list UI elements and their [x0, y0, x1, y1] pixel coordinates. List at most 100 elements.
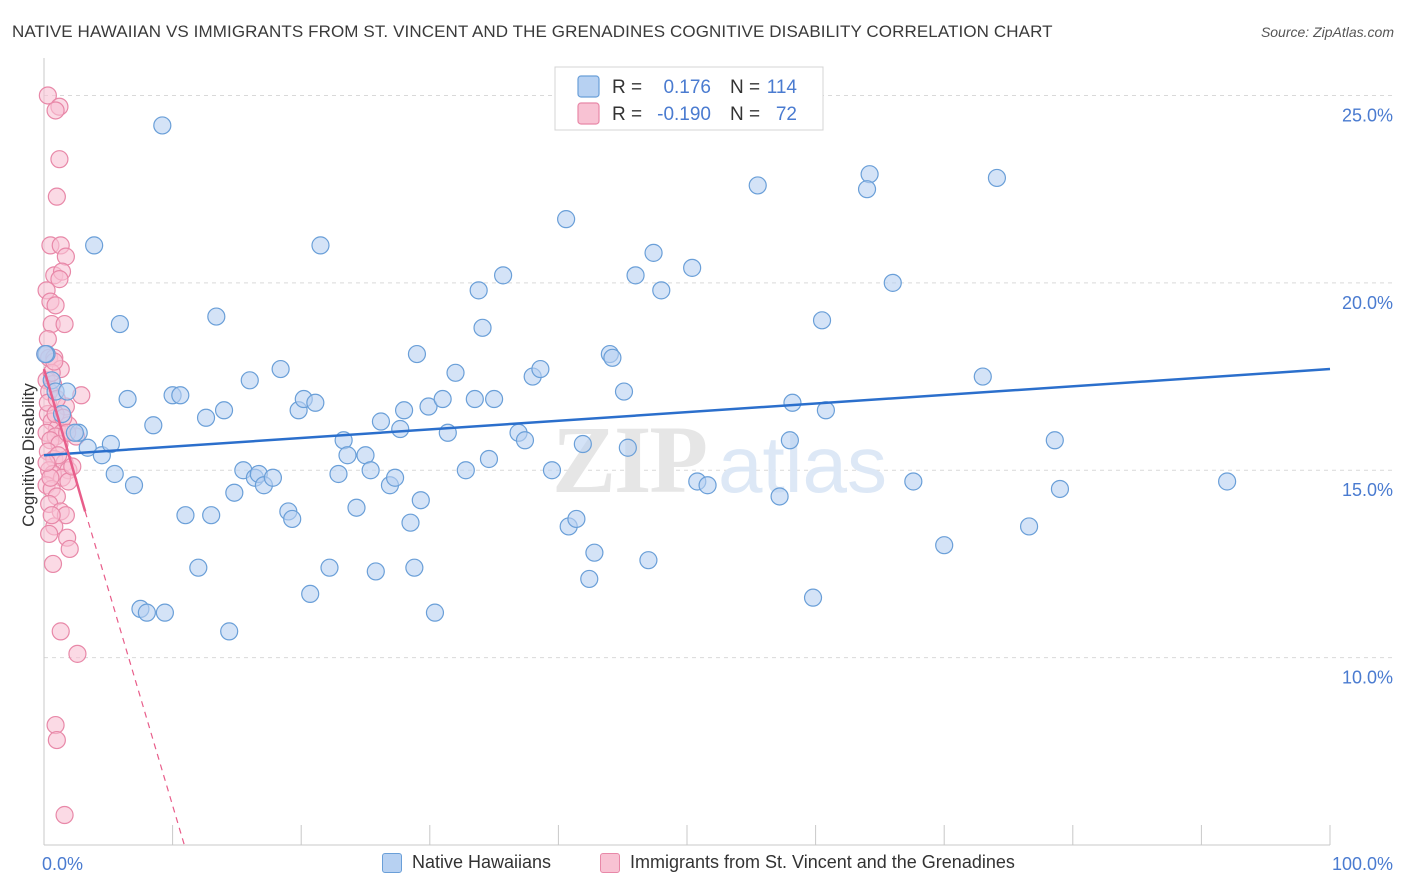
- watermark-zip: ZIP: [552, 406, 706, 513]
- native-hawaiians-point-105: [973, 367, 992, 386]
- native-hawaiians-point-109: [1050, 479, 1070, 499]
- native-hawaiians-point-18: [155, 603, 174, 622]
- native-hawaiians-point-4: [58, 382, 77, 401]
- native-hawaiians-point-20: [171, 386, 190, 405]
- stats-legend: R = 0.176 N = 114 R = -0.190 N = 72: [554, 66, 824, 131]
- immigrants-point-10: [50, 270, 69, 289]
- native-hawaiians-point-58: [411, 491, 430, 510]
- native-hawaiians-point-100: [860, 165, 879, 184]
- trend-lines: [42, 367, 1331, 849]
- watermark: ZIP atlas: [552, 406, 887, 513]
- stats-swatch-immigrants: [577, 102, 600, 125]
- trend-line-immigrants-extension: [84, 511, 187, 849]
- legend-item-immigrants[interactable]: Immigrants from St. Vincent and the Gren…: [600, 852, 1015, 873]
- native-hawaiians-point-98: [812, 311, 832, 330]
- native-hawaiians-point-50: [366, 562, 385, 581]
- native-hawaiians-point-37: [283, 509, 302, 529]
- y-tick-label-25: 25.0%: [1342, 105, 1393, 125]
- native-hawaiians-point-40: [301, 584, 320, 604]
- immigrants-point-65: [41, 468, 60, 487]
- native-hawaiians-point-92: [698, 476, 717, 495]
- native-hawaiians-point-16: [144, 416, 163, 435]
- native-hawaiians-point-79: [573, 434, 592, 454]
- native-hawaiians-point-87: [639, 551, 658, 570]
- native-hawaiians-point-83: [603, 348, 622, 367]
- native-hawaiians-point-67: [473, 318, 492, 337]
- native-hawaiians-point-74: [531, 359, 550, 379]
- stats-n-label-immigrants: N =: [730, 104, 760, 125]
- native-hawaiians-point-28: [225, 483, 244, 502]
- native-hawaiians-point-89: [652, 281, 671, 300]
- native-hawaiians-point-7: [85, 236, 104, 255]
- native-hawaiians-point-112: [405, 558, 424, 577]
- native-hawaiians-point-85: [618, 438, 637, 457]
- native-hawaiians-point-97: [803, 588, 823, 607]
- native-hawaiians-point-15: [137, 603, 156, 622]
- native-hawaiians-point-25: [207, 307, 226, 326]
- y-tick-label-20: 20.0%: [1342, 293, 1393, 313]
- native-hawaiians-point-106: [987, 168, 1007, 188]
- native-hawaiians-point-60: [425, 603, 445, 622]
- legend-label-immigrants: Immigrants from St. Vincent and the Gren…: [630, 852, 1015, 872]
- native-hawaiians-point-103: [904, 472, 923, 491]
- native-hawaiians-point-104: [935, 536, 954, 555]
- x-tick-label-max: 100.0%: [1332, 854, 1393, 874]
- source-label: Source: ZipAtlas.com: [1260, 24, 1394, 40]
- bottom-legend: Native Hawaiians Immigrants from St. Vin…: [0, 850, 1406, 880]
- trend-line-immigrants: [42, 368, 87, 512]
- native-hawaiians-point-44: [329, 464, 348, 484]
- native-hawaiians-point-55: [394, 401, 414, 420]
- native-hawaiians-point-47: [347, 498, 366, 517]
- immigrants-point-70: [42, 506, 61, 525]
- stats-r-value-immigrants: -0.190: [657, 104, 711, 125]
- native-hawaiians-point-111: [36, 344, 55, 364]
- native-hawaiians-point-64: [456, 461, 475, 480]
- native-hawaiians-point-66: [469, 281, 488, 300]
- immigrants-point-52: [40, 524, 59, 544]
- native-hawaiians-point-78: [567, 509, 586, 529]
- native-hawaiians-point-93: [748, 176, 767, 195]
- native-hawaiians-point-22: [189, 558, 208, 577]
- immigrants-point-4: [47, 187, 66, 206]
- native-hawaiians-point-53: [385, 468, 405, 487]
- chart-title: NATIVE HAWAIIAN VS IMMIGRANTS FROM ST. V…: [12, 22, 1053, 41]
- legend-label-native-hawaiians: Native Hawaiians: [412, 852, 552, 872]
- immigrants-point-13: [46, 296, 65, 315]
- native-hawaiians-point-35: [271, 359, 290, 379]
- native-hawaiians-point-84: [614, 382, 634, 401]
- watermark-atlas: atlas: [718, 420, 887, 509]
- immigrants-point-15: [55, 314, 74, 334]
- immigrants-point-68: [37, 453, 56, 472]
- y-axis-title: Cognitive Disability: [19, 383, 38, 527]
- stats-r-label-native-hawaiians: R =: [612, 77, 642, 98]
- native-hawaiians-point-107: [1019, 517, 1039, 536]
- stats-swatch-native-hawaiians: [577, 75, 600, 98]
- immigrants-point-56: [51, 622, 70, 641]
- immigrants-point-55: [43, 554, 63, 574]
- native-hawaiians-point-90: [683, 258, 702, 277]
- immigrants-point-3: [50, 150, 69, 169]
- native-hawaiians-point-56: [401, 513, 420, 532]
- legend-item-native-hawaiians[interactable]: Native Hawaiians: [382, 852, 551, 873]
- native-hawaiians-point-57: [407, 344, 427, 364]
- native-hawaiians-point-59: [419, 397, 438, 416]
- native-hawaiians-point-96: [783, 393, 802, 412]
- native-hawaiians-point-51: [371, 412, 391, 431]
- native-hawaiians-point-27: [220, 622, 239, 641]
- native-hawaiians-point-46: [338, 446, 357, 465]
- stats-r-label-immigrants: R =: [612, 104, 642, 125]
- native-hawaiians-point-21: [176, 506, 195, 525]
- native-hawaiians-point-42: [311, 236, 330, 255]
- native-hawaiians-point-102: [883, 273, 902, 292]
- legend-swatch-blue: [382, 852, 402, 873]
- native-hawaiians-point-17: [153, 116, 172, 135]
- native-hawaiians-point-24: [202, 506, 221, 525]
- immigrants-point-16: [38, 329, 57, 349]
- y-tick-label-15: 15.0%: [1342, 480, 1393, 500]
- y-tick-label-10: 10.0%: [1342, 668, 1393, 688]
- native-hawaiians-point-49: [361, 461, 380, 480]
- native-hawaiians-point-34: [263, 468, 283, 487]
- native-hawaiians-point-61: [433, 389, 452, 409]
- native-hawaiians-point-88: [644, 243, 663, 262]
